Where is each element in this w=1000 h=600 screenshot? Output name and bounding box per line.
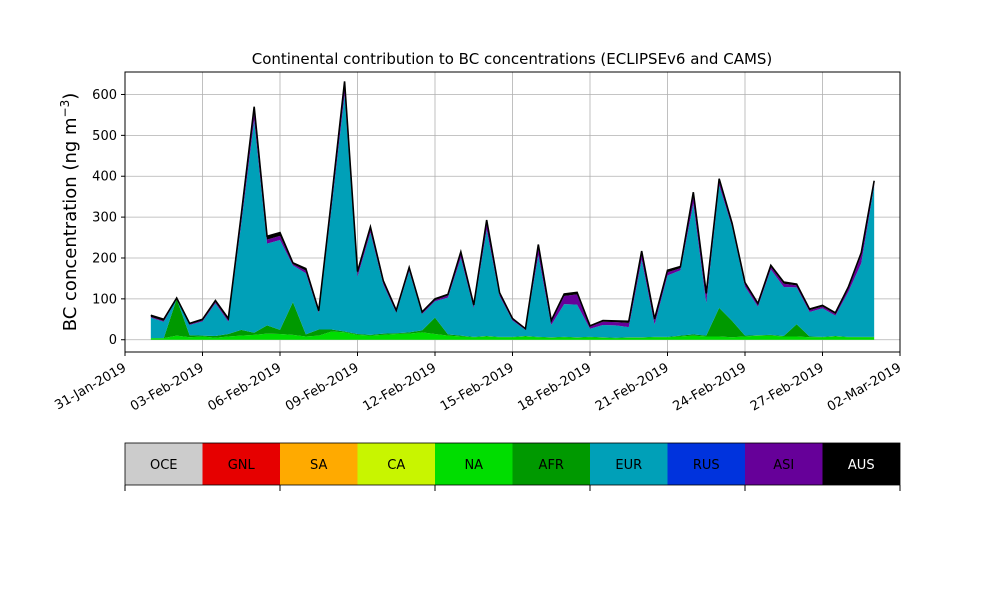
legend-swatch-afr [512,443,590,485]
legend-swatch-aus [822,443,900,485]
y-tick-label: 500 [92,129,117,144]
x-tick-label: 27-Feb-2019 [748,360,827,414]
legend-label-na: NA [464,458,483,473]
x-tick-label: 15-Feb-2019 [438,360,517,414]
y-tick-label: 300 [92,211,117,226]
x-tick-label: 03-Feb-2019 [128,360,207,414]
legend-swatch-ca [357,443,435,485]
legend-swatch-oce [125,443,203,485]
y-tick-label: 400 [92,170,117,185]
legend-swatch-gnl [202,443,280,485]
area-na [150,331,875,340]
x-tick-label: 12-Feb-2019 [360,360,439,414]
x-tick-label: 31-Jan-2019 [52,360,129,413]
x-tick-label: 18-Feb-2019 [515,360,594,414]
legend-label-sa: SA [310,458,327,473]
legend-label-oce: OCE [150,458,178,473]
legend-swatch-na [435,443,513,485]
area-afr [150,298,875,339]
legend-label-gnl: GNL [228,458,256,473]
chart-title: Continental contribution to BC concentra… [252,50,773,68]
y-axis-label: BC concentration (ng m−3) [58,93,81,332]
total-outline [150,81,875,331]
x-tick-label: 21-Feb-2019 [593,360,672,414]
legend-label-asi: ASI [773,458,794,473]
y-tick-label: 0 [109,333,117,348]
y-axis-label-superscript: −3 [58,100,72,118]
legend-swatch-sa [280,443,358,485]
y-tick-label: 600 [92,88,117,103]
y-tick-label: 100 [92,292,117,307]
legend-swatch-eur [590,443,668,485]
x-tick-label: 24-Feb-2019 [670,360,749,414]
stacked-areas [150,81,875,340]
region-colorbar-legend: OCE GNL SA CA NA AFR EUR RUS ASI AUS [124,442,901,491]
plot-area: 0 100 200 300 400 500 600 31-Jan-201903-Feb-20… [52,71,904,415]
legend-label-afr: AFR [539,458,564,473]
y-axis-label-close: ) [60,93,81,100]
x-tick-label: 02-Mar-2019 [825,360,904,414]
legend-swatch-rus [667,443,745,485]
y-axis-ticks: 0 100 200 300 400 500 600 [92,88,125,348]
legend-label-ca: CA [387,458,405,473]
legend-swatch-asi [745,443,823,485]
legend-label-eur: EUR [615,458,642,473]
x-axis-ticks: 31-Jan-201903-Feb-201906-Feb-201909-Feb-… [52,352,904,415]
y-axis-label-main: BC concentration (ng m [60,117,81,331]
legend-label-aus: AUS [848,458,875,473]
x-tick-label: 06-Feb-2019 [205,360,284,414]
legend-frame [124,442,901,486]
legend-label-rus: RUS [693,458,720,473]
x-tick-label: 09-Feb-2019 [283,360,362,414]
area-eur [150,94,875,339]
y-tick-label: 200 [92,251,117,266]
